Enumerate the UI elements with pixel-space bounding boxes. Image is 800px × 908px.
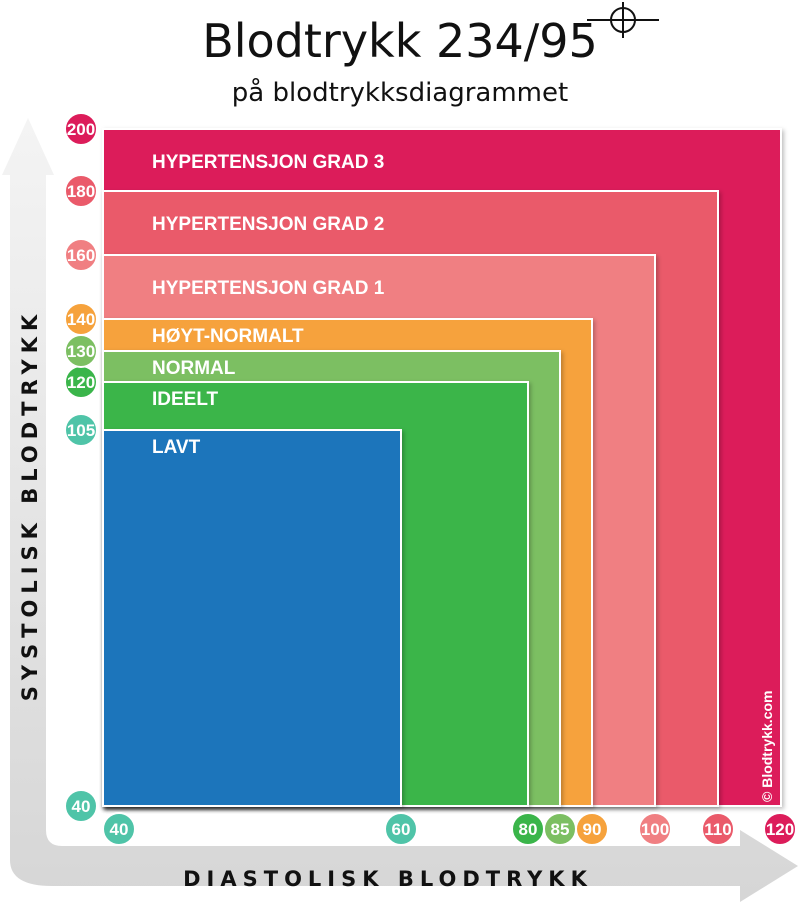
zone-label-h-yt-normalt: HØYT-NORMALT <box>152 326 304 347</box>
y-tick-label-130: 130 <box>67 342 95 361</box>
x-tick-label-110: 110 <box>704 820 731 839</box>
y-tick-badge-200 <box>64 112 98 146</box>
y-tick-label-160: 160 <box>67 246 95 265</box>
y-axis-title: SYSTOLISK BLODTRYKK <box>18 309 42 702</box>
y-tick-label-200: 200 <box>67 120 95 139</box>
y-tick-label-40: 40 <box>72 797 91 816</box>
x-tick-label-100: 100 <box>641 820 669 839</box>
y-tick-badge-40 <box>64 789 98 823</box>
y-tick-badge-160 <box>64 238 98 272</box>
zones-layer: HYPERTENSJON GRAD 3 HYPERTENSJON GRAD 2 HY… <box>102 128 782 807</box>
crosshair-icon <box>587 2 659 38</box>
x-tick-badge-110 <box>701 812 735 846</box>
page-title: Blodtrykk 234/95 <box>202 14 598 68</box>
zone-label-hypertensjon-grad-3: HYPERTENSJON GRAD 3 <box>152 152 384 173</box>
x-tick-badge-60 <box>384 812 418 846</box>
page-subtitle: på blodtrykksdiagrammet <box>231 78 569 108</box>
credit-text: © Blodtrykk.com <box>759 691 775 802</box>
y-tick-label-180: 180 <box>67 182 95 201</box>
x-tick-badge-90 <box>575 812 609 846</box>
zone-label-ideelt: IDEELT <box>152 389 219 410</box>
ticks-layer: 40 105 120 130 140 160 180 200 40 60 80 85 90 100 110 1… <box>64 112 797 846</box>
y-tick-label-105: 105 <box>67 421 95 440</box>
zone-label-hypertensjon-grad-1: HYPERTENSJON GRAD 1 <box>152 278 385 299</box>
y-tick-badge-105 <box>64 413 98 447</box>
zone-label-hypertensjon-grad-2: HYPERTENSJON GRAD 2 <box>152 214 384 235</box>
zone-label-lavt: LAVT <box>152 437 201 458</box>
x-tick-badge-100 <box>638 812 672 846</box>
x-tick-label-80: 80 <box>519 820 538 839</box>
zone-label-normal: NORMAL <box>152 358 236 379</box>
x-axis-title: DIASTOLISK BLODTRYKK <box>183 867 593 891</box>
x-tick-label-90: 90 <box>583 820 602 839</box>
x-tick-badge-40 <box>102 812 136 846</box>
y-tick-label-140: 140 <box>67 310 95 329</box>
x-tick-badge-120 <box>763 812 797 846</box>
x-tick-label-60: 60 <box>392 820 411 839</box>
zone-lavt <box>102 429 402 807</box>
y-tick-badge-140 <box>64 302 98 336</box>
y-tick-badge-180 <box>64 174 98 208</box>
x-tick-label-85: 85 <box>551 820 570 839</box>
x-tick-label-40: 40 <box>110 820 129 839</box>
y-tick-label-120: 120 <box>67 373 95 392</box>
x-tick-label-120: 120 <box>766 820 794 839</box>
